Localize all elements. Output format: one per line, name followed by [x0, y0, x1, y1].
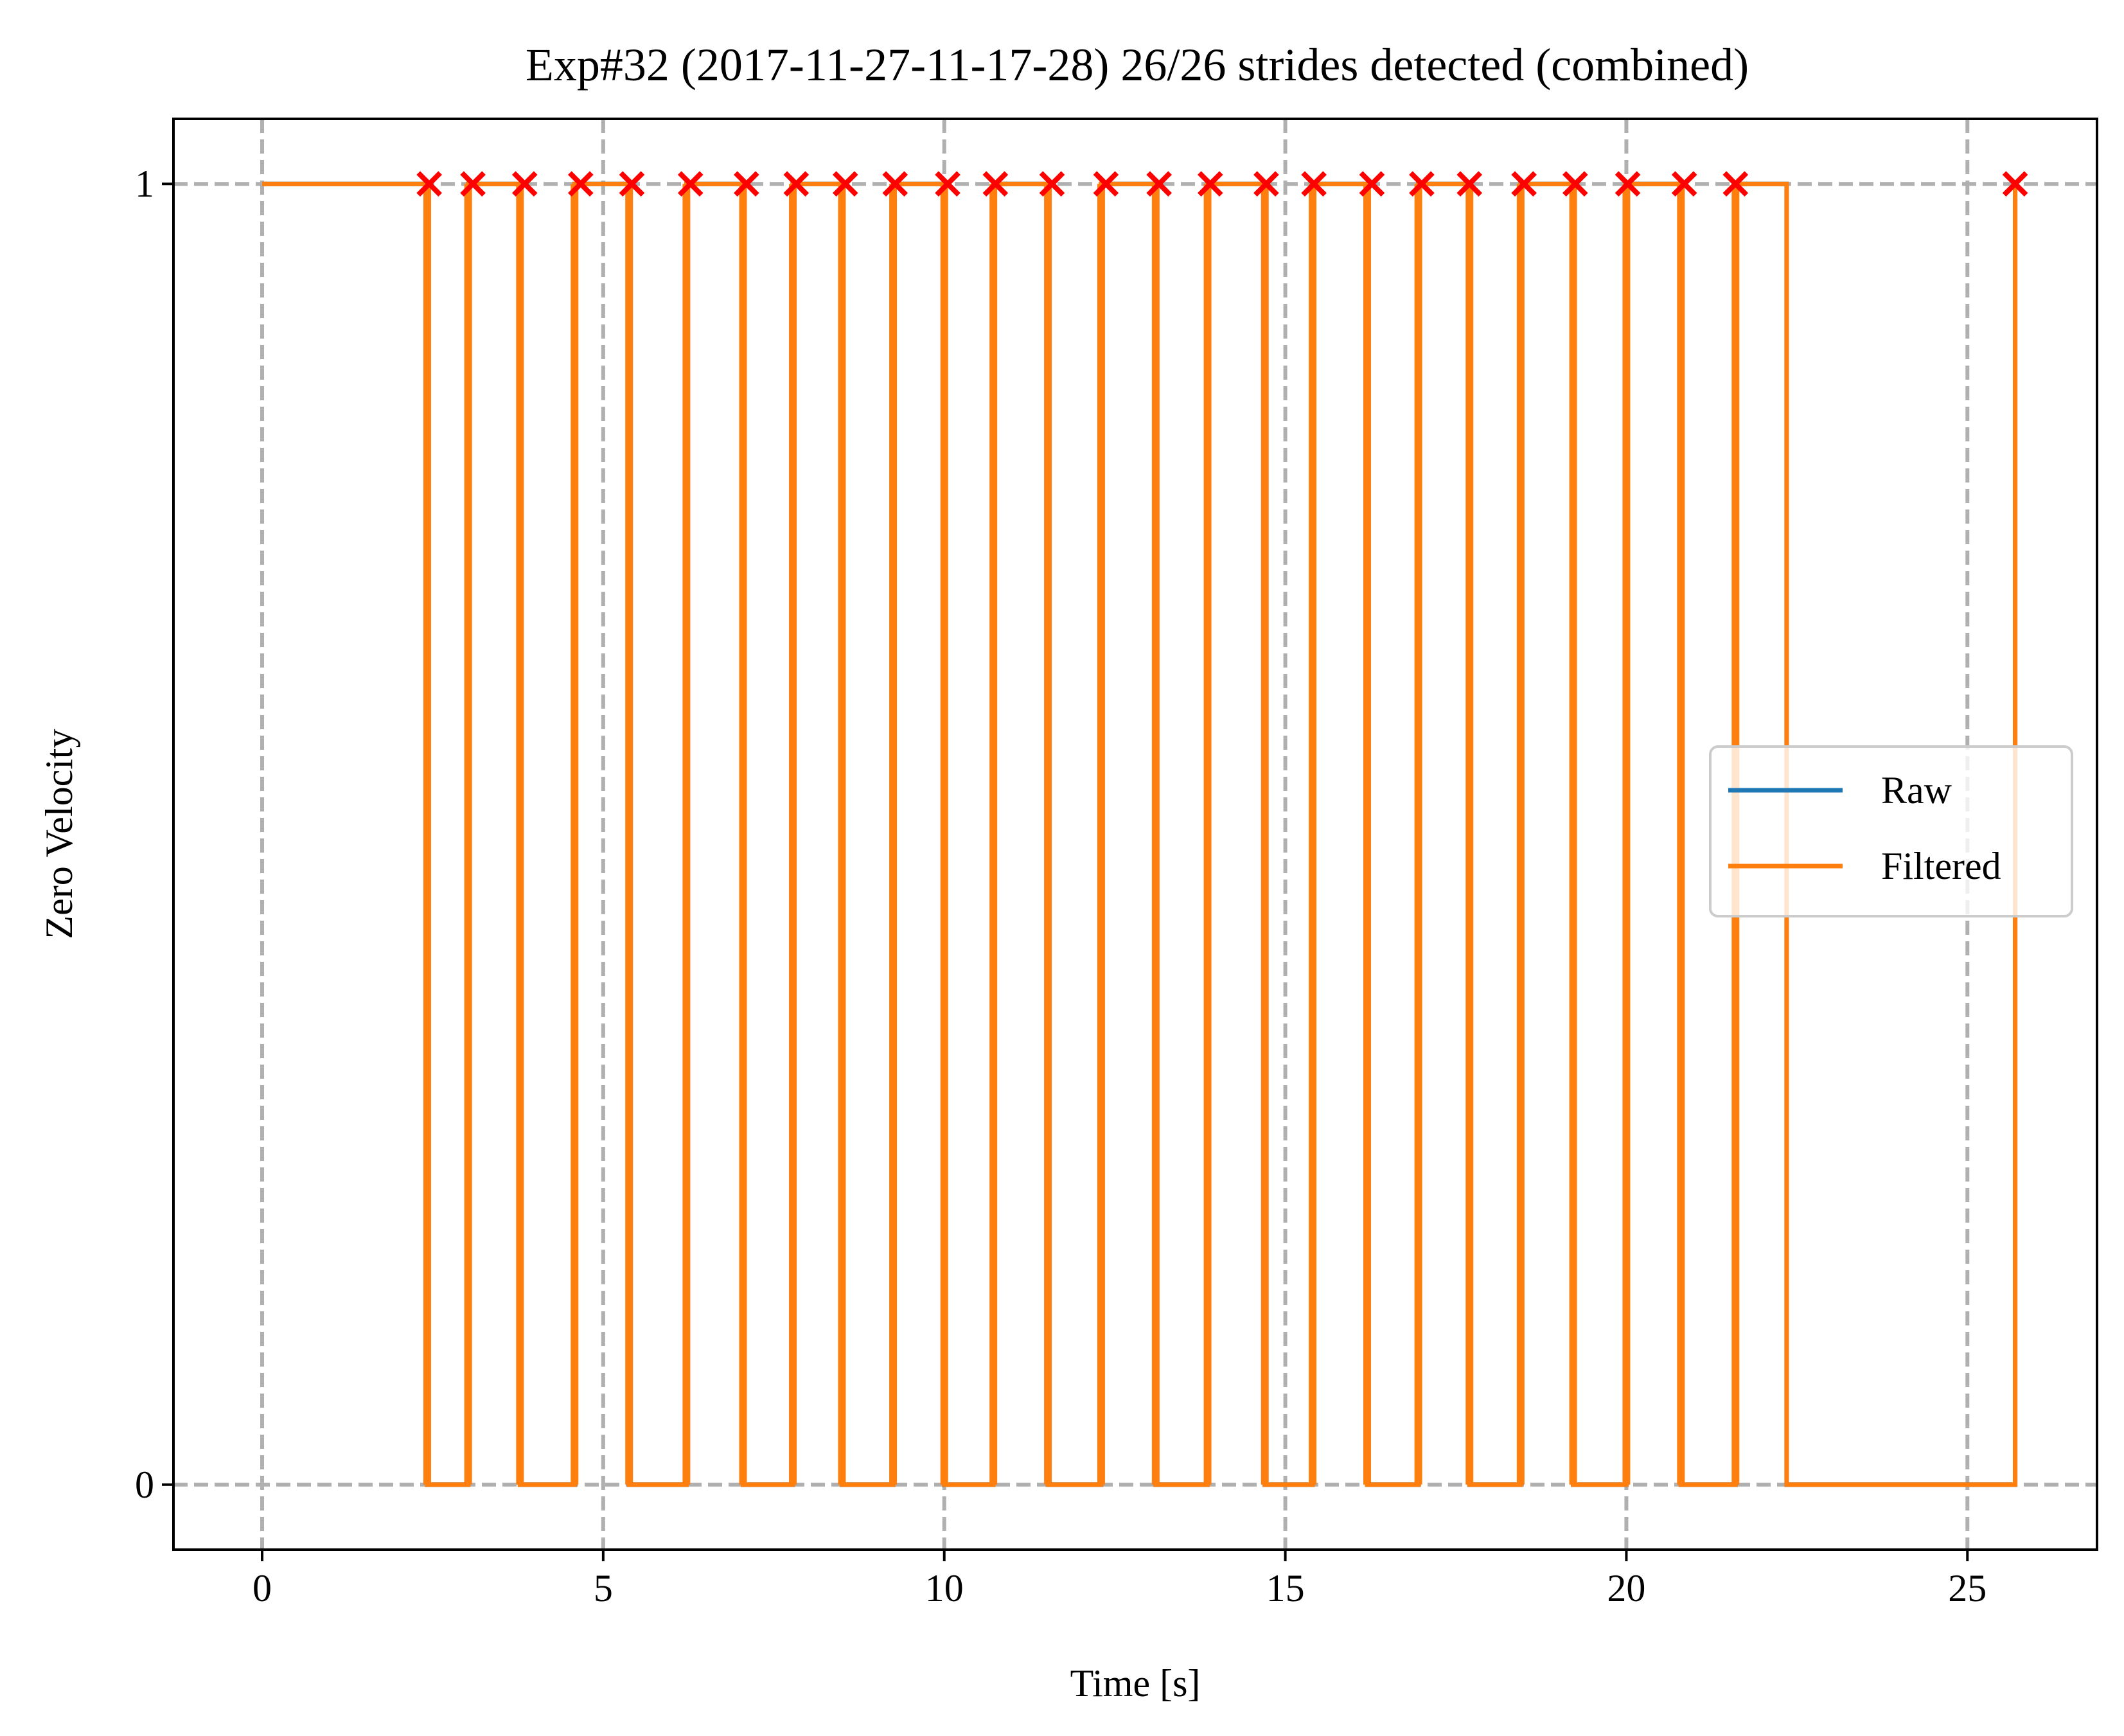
- stride-marker-25: [1722, 171, 1749, 197]
- x-axis-ticks: 0 5 10 15 20 25: [252, 1550, 1987, 1609]
- y-axis-ticks: 01: [135, 163, 173, 1506]
- y-tick-label-1: 1: [135, 163, 154, 205]
- stride-marker-0: [416, 171, 442, 197]
- stride-marker-stroke-b: [1722, 171, 1749, 197]
- x-tick-label-3: 15: [1266, 1567, 1305, 1609]
- stride-marker-7: [783, 171, 810, 197]
- stride-marker-10: [935, 171, 960, 197]
- stride-marker-17: [1301, 171, 1327, 197]
- x-tick-label-4: 20: [1607, 1567, 1645, 1609]
- stride-marker-stroke-b: [677, 171, 704, 197]
- legend-label-filtered: Filtered: [1881, 845, 2001, 887]
- y-axis-label: Zero Velocity: [38, 729, 80, 939]
- stride-markers: [416, 171, 2028, 197]
- stride-marker-19: [1409, 171, 1435, 197]
- stride-marker-12: [1039, 171, 1065, 197]
- stride-marker-stroke-b: [1301, 171, 1327, 197]
- stride-marker-stroke-b: [1146, 171, 1172, 197]
- x-axis-label: Time [s]: [1070, 1662, 1201, 1705]
- plot-area: [262, 181, 2018, 1487]
- stride-marker-stroke-b: [1409, 171, 1435, 197]
- stride-marker-stroke-b: [783, 171, 810, 197]
- legend-label-raw: Raw: [1881, 769, 1952, 811]
- x-tick-label-5: 25: [1948, 1567, 1987, 1609]
- stride-marker-11: [982, 171, 1009, 197]
- stride-marker-stroke-b: [460, 171, 486, 197]
- stride-marker-21: [1511, 171, 1537, 197]
- stride-marker-stroke-b: [882, 171, 908, 197]
- stride-marker-stroke-b: [734, 171, 759, 197]
- stride-marker-stroke-b: [1093, 171, 1119, 197]
- x-tick-label-2: 10: [925, 1567, 964, 1609]
- stride-marker-13: [1093, 171, 1119, 197]
- stride-marker-stroke-b: [619, 171, 645, 197]
- stride-marker-3: [568, 171, 594, 197]
- stride-marker-stroke-b: [511, 171, 538, 197]
- chart-title: Exp#32 (2017-11-27-11-17-28) 26/26 strid…: [526, 39, 1749, 91]
- stride-marker-15: [1197, 171, 1223, 197]
- stride-marker-18: [1359, 171, 1385, 197]
- stride-marker-9: [882, 171, 908, 197]
- y-tick-label-0: 0: [135, 1464, 154, 1506]
- stride-marker-stroke-b: [1511, 171, 1537, 197]
- stride-marker-4: [619, 171, 645, 197]
- x-tick-label-0: 0: [252, 1567, 272, 1609]
- stride-marker-20: [1456, 171, 1483, 197]
- stride-marker-5: [677, 171, 704, 197]
- stride-marker-6: [734, 171, 759, 197]
- stride-marker-23: [1615, 171, 1641, 197]
- stride-marker-stroke-b: [1197, 171, 1223, 197]
- stride-marker-stroke-b: [982, 171, 1009, 197]
- stride-marker-stroke-b: [1615, 171, 1641, 197]
- axes-frame: [172, 118, 2098, 1551]
- stride-marker-stroke-b: [1253, 171, 1279, 197]
- stride-marker-2: [511, 171, 538, 197]
- legend: Raw Filtered: [1709, 745, 2073, 917]
- stride-marker-stroke-b: [1039, 171, 1065, 197]
- stride-marker-22: [1562, 171, 1588, 197]
- stride-marker-stroke-b: [935, 171, 960, 197]
- stride-marker-stroke-b: [1359, 171, 1385, 197]
- stride-marker-26: [2002, 171, 2028, 197]
- stride-marker-16: [1253, 171, 1279, 197]
- stride-marker-stroke-b: [1562, 171, 1588, 197]
- stride-marker-stroke-b: [568, 171, 594, 197]
- stride-marker-stroke-b: [1671, 171, 1697, 197]
- stride-marker-24: [1671, 171, 1697, 197]
- stride-marker-14: [1146, 171, 1172, 197]
- x-tick-label-1: 5: [594, 1567, 613, 1609]
- stride-marker-1: [460, 171, 486, 197]
- stride-marker-stroke-b: [1456, 171, 1483, 197]
- stride-marker-stroke-b: [416, 171, 442, 197]
- stride-marker-8: [832, 171, 858, 197]
- stride-marker-stroke-b: [832, 171, 858, 197]
- stride-marker-stroke-b: [2002, 171, 2028, 197]
